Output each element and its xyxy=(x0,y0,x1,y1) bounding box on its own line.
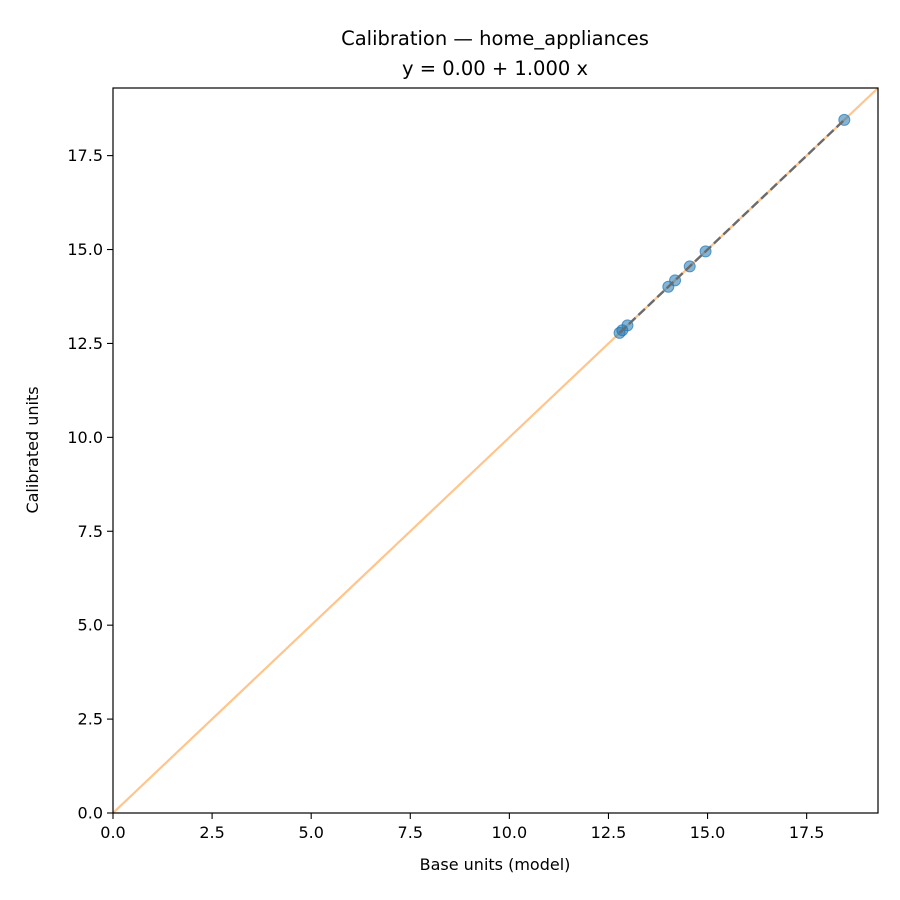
y-tick-label: 5.0 xyxy=(78,616,103,635)
chart-subtitle: y = 0.00 + 1.000 x xyxy=(402,57,588,80)
x-tick-label: 2.5 xyxy=(199,823,224,842)
x-tick-label: 0.0 xyxy=(100,823,125,842)
y-axis: 0.0 2.5 5.0 7.5 10.0 12.5 15.0 17.5 xyxy=(67,146,113,823)
y-axis-label: Calibrated units xyxy=(23,386,42,513)
y-tick-label: 2.5 xyxy=(78,710,103,729)
x-tick-label: 15.0 xyxy=(690,823,726,842)
x-axis: 0.0 2.5 5.0 7.5 10.0 12.5 15.0 17.5 xyxy=(100,813,824,842)
chart-title: Calibration — home_appliances xyxy=(341,27,649,50)
x-tick-label: 17.5 xyxy=(789,823,825,842)
y-tick-label: 15.0 xyxy=(67,240,103,259)
axes-frame xyxy=(112,87,879,814)
plot-area xyxy=(112,87,879,814)
y-tick-label: 10.0 xyxy=(67,428,103,447)
identity-line xyxy=(112,87,879,814)
y-tick-label: 12.5 xyxy=(67,334,103,353)
x-tick-label: 10.0 xyxy=(492,823,528,842)
x-tick-label: 12.5 xyxy=(591,823,627,842)
x-tick-label: 5.0 xyxy=(298,823,323,842)
x-axis-label: Base units (model) xyxy=(420,855,571,874)
y-tick-label: 17.5 xyxy=(67,146,103,165)
y-tick-label: 7.5 xyxy=(78,522,103,541)
x-tick-label: 7.5 xyxy=(398,823,423,842)
y-tick-label: 0.0 xyxy=(78,804,103,823)
